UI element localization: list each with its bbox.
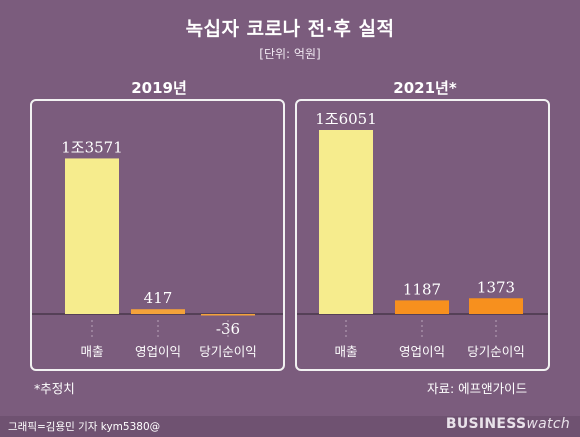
category-label-0-0: 매출 (80, 344, 103, 359)
value-label-1-0: 1조6051 (315, 110, 377, 128)
brand-bold: BUSINESS (445, 416, 527, 432)
bar-1-2 (469, 298, 523, 314)
footer-bar (0, 416, 580, 437)
estimate-note: *추정치 (34, 381, 75, 396)
value-label-0-0: 1조3571 (61, 138, 123, 156)
bar-0-2 (201, 314, 255, 316)
bar-1-1 (395, 300, 449, 314)
panel-2021-title: 2021년* (393, 79, 457, 97)
panel-2019 (30, 99, 285, 371)
value-label-0-2: -36 (216, 320, 240, 338)
bar-0-0 (65, 158, 119, 314)
unit-label: [단위: 억원] (259, 47, 321, 61)
value-label-1-2: 1373 (477, 278, 515, 296)
graphic-credit: 그래픽=김용민 기자 kym5380@ (8, 421, 161, 433)
category-label-1-2: 당기순이익 (467, 344, 525, 359)
brand-light: watch (526, 416, 570, 432)
bar-0-1 (131, 309, 185, 314)
category-label-1-0: 매출 (334, 344, 357, 359)
value-label-1-1: 1187 (403, 280, 441, 298)
bar-1-0 (319, 130, 373, 314)
category-label-0-1: 영업이익 (135, 344, 181, 359)
panel-2021 (295, 99, 550, 371)
panel-2019-title: 2019년 (131, 79, 187, 97)
chart-title: 녹십자 코로나 전·후 실적 (185, 18, 395, 40)
brand-logo: BUSINESSwatch (446, 416, 570, 432)
value-label-0-1: 417 (144, 289, 173, 307)
category-label-1-1: 영업이익 (399, 344, 445, 359)
source-note: 자료: 에프앤가이드 (427, 381, 528, 396)
category-label-0-2: 당기순이익 (199, 344, 257, 359)
